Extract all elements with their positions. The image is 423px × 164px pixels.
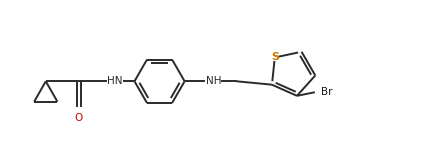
Text: HN: HN bbox=[107, 76, 123, 86]
Text: NH: NH bbox=[206, 76, 221, 86]
Text: S: S bbox=[271, 52, 279, 62]
Text: Br: Br bbox=[321, 87, 332, 97]
Text: O: O bbox=[75, 113, 83, 123]
